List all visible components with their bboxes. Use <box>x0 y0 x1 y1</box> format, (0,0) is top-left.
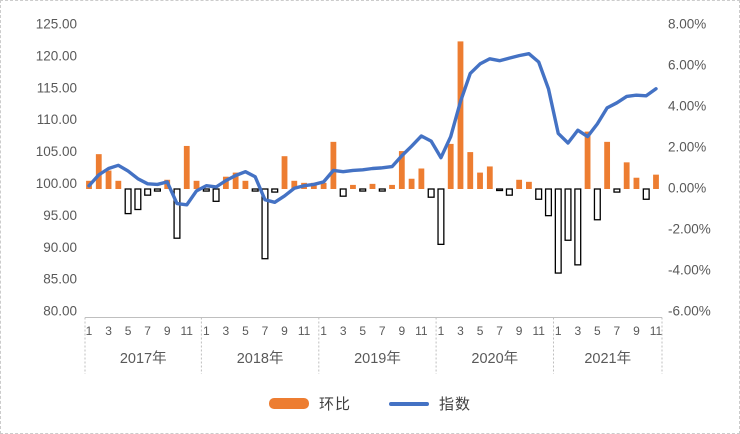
svg-text:9: 9 <box>398 324 405 338</box>
svg-text:4.00%: 4.00% <box>668 99 706 114</box>
svg-text:110.00: 110.00 <box>37 112 77 127</box>
svg-text:9: 9 <box>281 324 288 338</box>
svg-text:85.00: 85.00 <box>43 272 77 287</box>
svg-text:11: 11 <box>181 324 194 338</box>
svg-text:7: 7 <box>614 324 621 338</box>
svg-text:1: 1 <box>438 324 445 338</box>
svg-text:0.00%: 0.00% <box>668 181 706 196</box>
svg-text:90.00: 90.00 <box>43 240 77 255</box>
svg-text:5: 5 <box>477 324 484 338</box>
svg-text:125.00: 125.00 <box>36 17 77 32</box>
legend-label-zhishu: 指数 <box>439 396 472 413</box>
chart-legend: 环比 指数 <box>1 393 739 414</box>
svg-text:7: 7 <box>379 324 386 338</box>
svg-text:1: 1 <box>320 324 327 338</box>
svg-text:120.00: 120.00 <box>36 48 77 63</box>
svg-text:7: 7 <box>144 324 151 338</box>
svg-text:100.00: 100.00 <box>36 176 77 191</box>
svg-text:5: 5 <box>594 324 601 338</box>
svg-text:105.00: 105.00 <box>36 144 77 159</box>
svg-text:3: 3 <box>105 324 112 338</box>
svg-text:9: 9 <box>516 324 523 338</box>
svg-text:2.00%: 2.00% <box>668 140 706 155</box>
svg-text:11: 11 <box>650 324 663 338</box>
svg-text:6.00%: 6.00% <box>668 58 706 73</box>
legend-label-huanbi: 环比 <box>318 396 351 413</box>
svg-text:115.00: 115.00 <box>37 80 77 95</box>
svg-text:1: 1 <box>203 324 210 338</box>
svg-text:8.00%: 8.00% <box>668 17 706 32</box>
svg-text:5: 5 <box>359 324 366 338</box>
zhishu-line-swatch <box>389 401 429 406</box>
svg-text:2018年: 2018年 <box>237 350 284 367</box>
svg-text:1: 1 <box>555 324 562 338</box>
svg-text:2019年: 2019年 <box>354 350 401 367</box>
svg-text:9: 9 <box>633 324 640 338</box>
svg-text:-4.00%: -4.00% <box>668 263 711 278</box>
svg-text:7: 7 <box>496 324 503 338</box>
legend-item-huanbi: 环比 <box>268 393 351 414</box>
legend-item-zhishu: 指数 <box>389 393 471 414</box>
svg-text:5: 5 <box>242 324 249 338</box>
svg-text:7: 7 <box>262 324 269 338</box>
svg-text:3: 3 <box>574 324 581 338</box>
svg-text:-2.00%: -2.00% <box>668 222 711 237</box>
svg-text:95.00: 95.00 <box>43 208 77 223</box>
svg-text:3: 3 <box>223 324 230 338</box>
svg-text:9: 9 <box>164 324 171 338</box>
svg-text:3: 3 <box>457 324 464 338</box>
svg-text:80.00: 80.00 <box>43 304 77 319</box>
svg-text:3: 3 <box>340 324 347 338</box>
huanbi-bar-swatch <box>268 398 309 409</box>
svg-text:5: 5 <box>125 324 132 338</box>
svg-text:11: 11 <box>532 324 545 338</box>
svg-text:2021年: 2021年 <box>584 350 631 367</box>
svg-text:11: 11 <box>415 324 428 338</box>
svg-text:2020年: 2020年 <box>471 350 518 367</box>
svg-text:11: 11 <box>298 324 311 338</box>
svg-text:1: 1 <box>86 324 93 338</box>
svg-text:-6.00%: -6.00% <box>668 304 711 319</box>
svg-text:2017年: 2017年 <box>120 350 167 367</box>
